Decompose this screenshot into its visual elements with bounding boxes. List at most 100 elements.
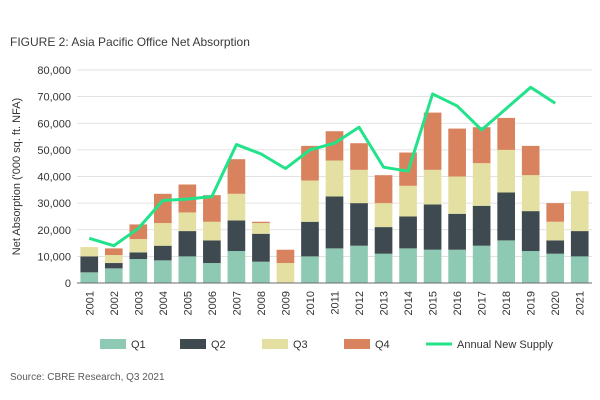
legend-label: Q2 — [211, 339, 226, 351]
bar-q2-2005 — [178, 231, 197, 257]
x-tick-label: 2010 — [305, 291, 317, 315]
bar-q2-2006 — [203, 240, 221, 264]
bar-q3-2019 — [521, 175, 540, 212]
bar-q1-2001 — [80, 272, 99, 283]
annual-new-supply-line — [88, 85, 557, 248]
x-tick-label: 2018 — [501, 291, 513, 315]
y-tick-label: 0 — [65, 278, 71, 290]
bar-q4-2019 — [521, 145, 540, 176]
bar-q2-2003 — [129, 252, 148, 260]
bar-q4-2008 — [252, 221, 270, 224]
y-tick-label: 50,000 — [37, 145, 71, 157]
x-tick-label: 2013 — [379, 291, 391, 315]
bar-q3-2016 — [448, 176, 466, 214]
bar-q2-2014 — [399, 216, 417, 249]
bar-q2-2020 — [546, 240, 565, 254]
bar-q1-2008 — [252, 261, 270, 283]
bar-q4-2006 — [203, 195, 221, 222]
bar-q1-2014 — [399, 248, 417, 283]
bar-q1-2005 — [178, 256, 197, 283]
x-tick-label: 2021 — [575, 291, 587, 315]
bar-q1-2004 — [154, 260, 172, 283]
bar-q2-2019 — [521, 211, 540, 252]
bar-q1-2019 — [521, 251, 540, 283]
legend: Q1 Q2 Q3 Q4 Annual New Supply — [100, 339, 554, 351]
bar-q1-2007 — [227, 251, 246, 283]
bar-q1-2002 — [104, 268, 123, 283]
bar-q2-2004 — [154, 245, 172, 261]
bar-q3-2018 — [497, 149, 515, 193]
legend-swatch-q4 — [344, 339, 370, 349]
bar-q4-2016 — [448, 128, 466, 177]
x-tick-label: 2019 — [526, 291, 538, 315]
legend-label: Q4 — [375, 339, 390, 351]
x-tick-label: 2020 — [550, 291, 562, 315]
bar-q3-2013 — [374, 203, 393, 228]
y-tick-label: 70,000 — [37, 92, 71, 104]
legend-swatch-q1 — [100, 339, 126, 349]
bar-q1-2010 — [301, 256, 319, 283]
y-tick-label: 80,000 — [37, 65, 71, 77]
bar-q4-2002 — [104, 248, 123, 256]
bar-q1-2003 — [129, 259, 148, 283]
bar-q1-2012 — [350, 245, 368, 283]
bar-q3-2020 — [546, 221, 565, 241]
x-tick-label: 2001 — [84, 291, 96, 315]
bar-q3-2001 — [80, 247, 99, 257]
bar-q3-2002 — [104, 255, 123, 264]
y-axis-label: Net Absorption ('000 sq. ft. NFA) — [11, 98, 23, 255]
bar-q3-2011 — [325, 160, 344, 197]
bar-q2-2001 — [80, 256, 99, 273]
bar-q2-2008 — [252, 233, 270, 262]
bar-q3-2006 — [203, 221, 221, 241]
bar-q1-2015 — [423, 249, 442, 283]
x-tick-label: 2012 — [354, 291, 366, 315]
legend-swatch-q3 — [262, 339, 288, 349]
bar-q4-2018 — [497, 117, 515, 150]
bar-q2-2016 — [448, 213, 466, 250]
bar-q2-2013 — [374, 227, 393, 254]
bar-q2-2018 — [497, 192, 515, 241]
bar-q4-2017 — [472, 127, 491, 164]
bar-q1-2006 — [203, 263, 221, 283]
bar-q1-2013 — [374, 253, 393, 283]
x-tick-label: 2003 — [133, 291, 145, 315]
bar-q2-2007 — [227, 220, 246, 252]
figure-source: Source: CBRE Research, Q3 2021 — [10, 372, 165, 383]
bar-q1-2018 — [497, 240, 515, 283]
bar-q2-2012 — [350, 203, 368, 246]
bar-q4-2003 — [129, 224, 148, 240]
bar-q4-2020 — [546, 203, 565, 222]
bar-q1-2021 — [570, 256, 589, 283]
bar-q3-2008 — [252, 223, 270, 234]
bar-q3-2017 — [472, 163, 491, 206]
bar-q4-2013 — [374, 175, 393, 204]
bar-q2-2015 — [423, 204, 442, 250]
x-tick-label: 2004 — [158, 291, 170, 315]
legend-swatch-q2 — [180, 339, 206, 349]
bar-q1-2020 — [546, 253, 565, 283]
bar-q2-2002 — [104, 263, 123, 269]
bar-q3-2003 — [129, 239, 148, 253]
bar-q3-2005 — [178, 212, 197, 232]
y-tick-label: 10,000 — [37, 251, 71, 263]
y-tick-label: 20,000 — [37, 225, 71, 237]
bar-q3-2009 — [276, 263, 295, 283]
bar-q1-2017 — [472, 245, 491, 283]
y-tick-label: 60,000 — [37, 118, 71, 130]
x-tick-label: 2014 — [403, 291, 415, 315]
bar-q4-2009 — [276, 249, 295, 264]
bar-q3-2010 — [301, 180, 319, 222]
bar-q2-2011 — [325, 196, 344, 249]
bar-q3-2012 — [350, 169, 368, 204]
x-tick-label: 2006 — [207, 291, 219, 315]
x-tick-label: 2002 — [109, 291, 121, 315]
y-tick-label: 30,000 — [37, 198, 71, 210]
bar-q3-2014 — [399, 185, 417, 217]
bar-q3-2021 — [570, 191, 589, 232]
bar-q2-2010 — [301, 221, 319, 257]
bar-q3-2004 — [154, 223, 172, 246]
bar-q4-2012 — [350, 143, 368, 170]
